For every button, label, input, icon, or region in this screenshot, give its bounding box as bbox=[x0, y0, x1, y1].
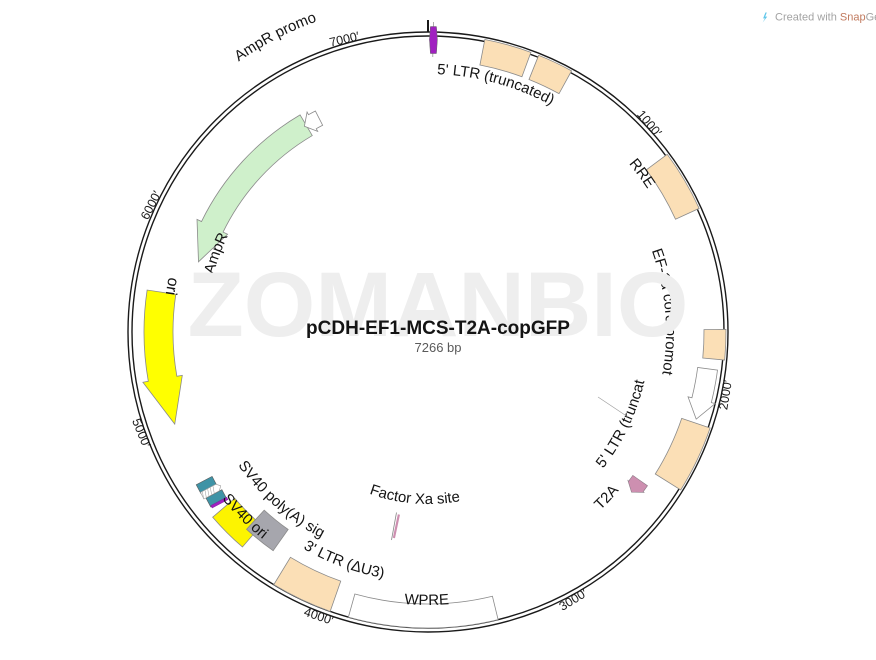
svg-text:AmpR promoter: AmpR promoter bbox=[0, 0, 318, 65]
svg-text:WPRE: WPRE bbox=[404, 591, 450, 609]
svg-text:Factor Xa site: Factor Xa site bbox=[368, 481, 461, 508]
svg-text:T2A: T2A bbox=[591, 482, 622, 514]
